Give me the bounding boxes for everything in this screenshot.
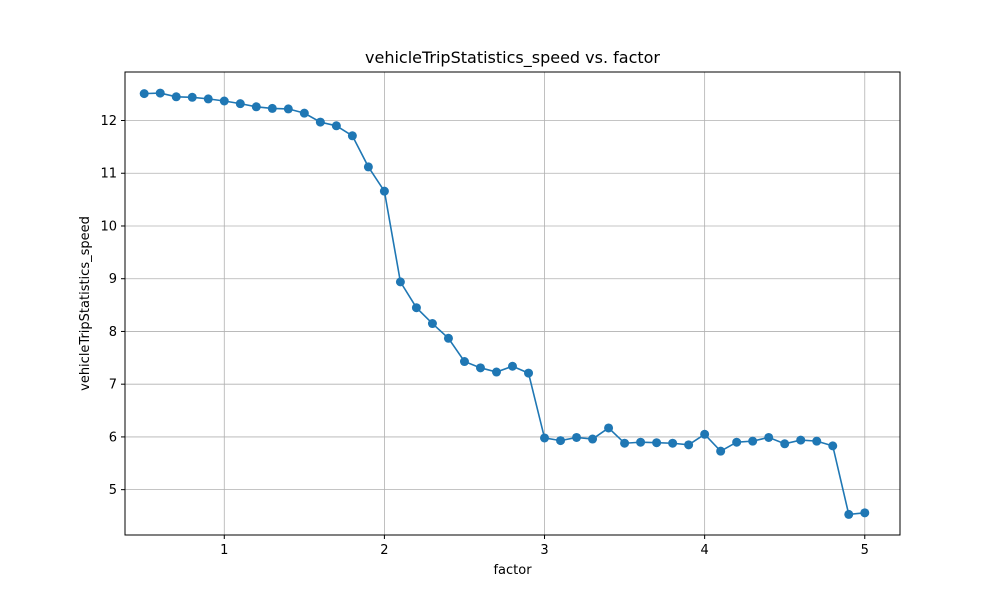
data-point: [427, 319, 437, 329]
data-point: [203, 94, 213, 104]
data-point: [604, 423, 614, 433]
data-point: [796, 435, 806, 445]
data-point: [828, 441, 838, 451]
data-point: [347, 131, 357, 141]
data-point: [315, 117, 325, 127]
data-point: [716, 446, 726, 456]
x-tick-label: 3: [540, 543, 548, 558]
data-point: [700, 429, 710, 439]
data-point: [155, 88, 165, 98]
series-layer: [139, 88, 870, 519]
data-point: [540, 433, 550, 443]
data-point: [636, 437, 646, 447]
data-point: [379, 186, 389, 196]
data-point: [411, 303, 421, 313]
chart-title: vehicleTripStatistics_speed vs. factor: [365, 48, 660, 68]
y-tick-label: 12: [100, 114, 117, 129]
data-point: [171, 92, 181, 102]
data-point: [652, 438, 662, 448]
x-tick-label: 2: [380, 543, 388, 558]
data-point: [363, 162, 373, 172]
x-tick-label: 4: [701, 543, 709, 558]
y-tick-label: 8: [109, 325, 117, 340]
y-tick-label: 10: [100, 219, 117, 234]
data-point: [443, 333, 453, 343]
y-tick-label: 6: [109, 430, 117, 445]
plot-frame: [124, 71, 901, 536]
data-point: [620, 438, 630, 448]
y-axis-label: vehicleTripStatistics_speed: [78, 216, 93, 391]
data-point: [764, 432, 774, 442]
data-point: [251, 102, 261, 112]
data-point: [780, 439, 790, 449]
x-tick-label: 1: [220, 543, 228, 558]
y-tick-label: 5: [109, 483, 117, 498]
data-point: [331, 121, 341, 131]
data-point: [491, 367, 501, 377]
data-point: [524, 368, 534, 378]
data-point: [844, 509, 854, 519]
data-point: [139, 89, 149, 99]
data-point: [572, 432, 582, 442]
data-point: [299, 108, 309, 118]
series-line: [144, 92, 865, 516]
data-point: [732, 437, 742, 447]
y-tick-label: 11: [100, 167, 117, 182]
data-point: [459, 357, 469, 367]
data-point: [556, 436, 566, 446]
data-point: [684, 440, 694, 450]
data-point: [475, 363, 485, 373]
data-point: [283, 104, 293, 114]
y-tick-label: 9: [109, 272, 117, 287]
data-point: [235, 99, 245, 109]
data-point: [508, 361, 517, 371]
grid: [125, 72, 900, 535]
x-tick-label: 5: [861, 543, 869, 558]
data-point: [267, 103, 277, 113]
data-point: [748, 436, 758, 446]
y-tick-label: 7: [109, 378, 117, 393]
data-point: [588, 434, 598, 444]
data-point: [219, 96, 229, 106]
x-axis-label: factor: [493, 563, 532, 578]
data-point: [812, 436, 822, 446]
data-point: [187, 92, 197, 102]
data-point: [395, 277, 405, 287]
data-point: [668, 438, 678, 448]
data-point: [860, 508, 870, 518]
